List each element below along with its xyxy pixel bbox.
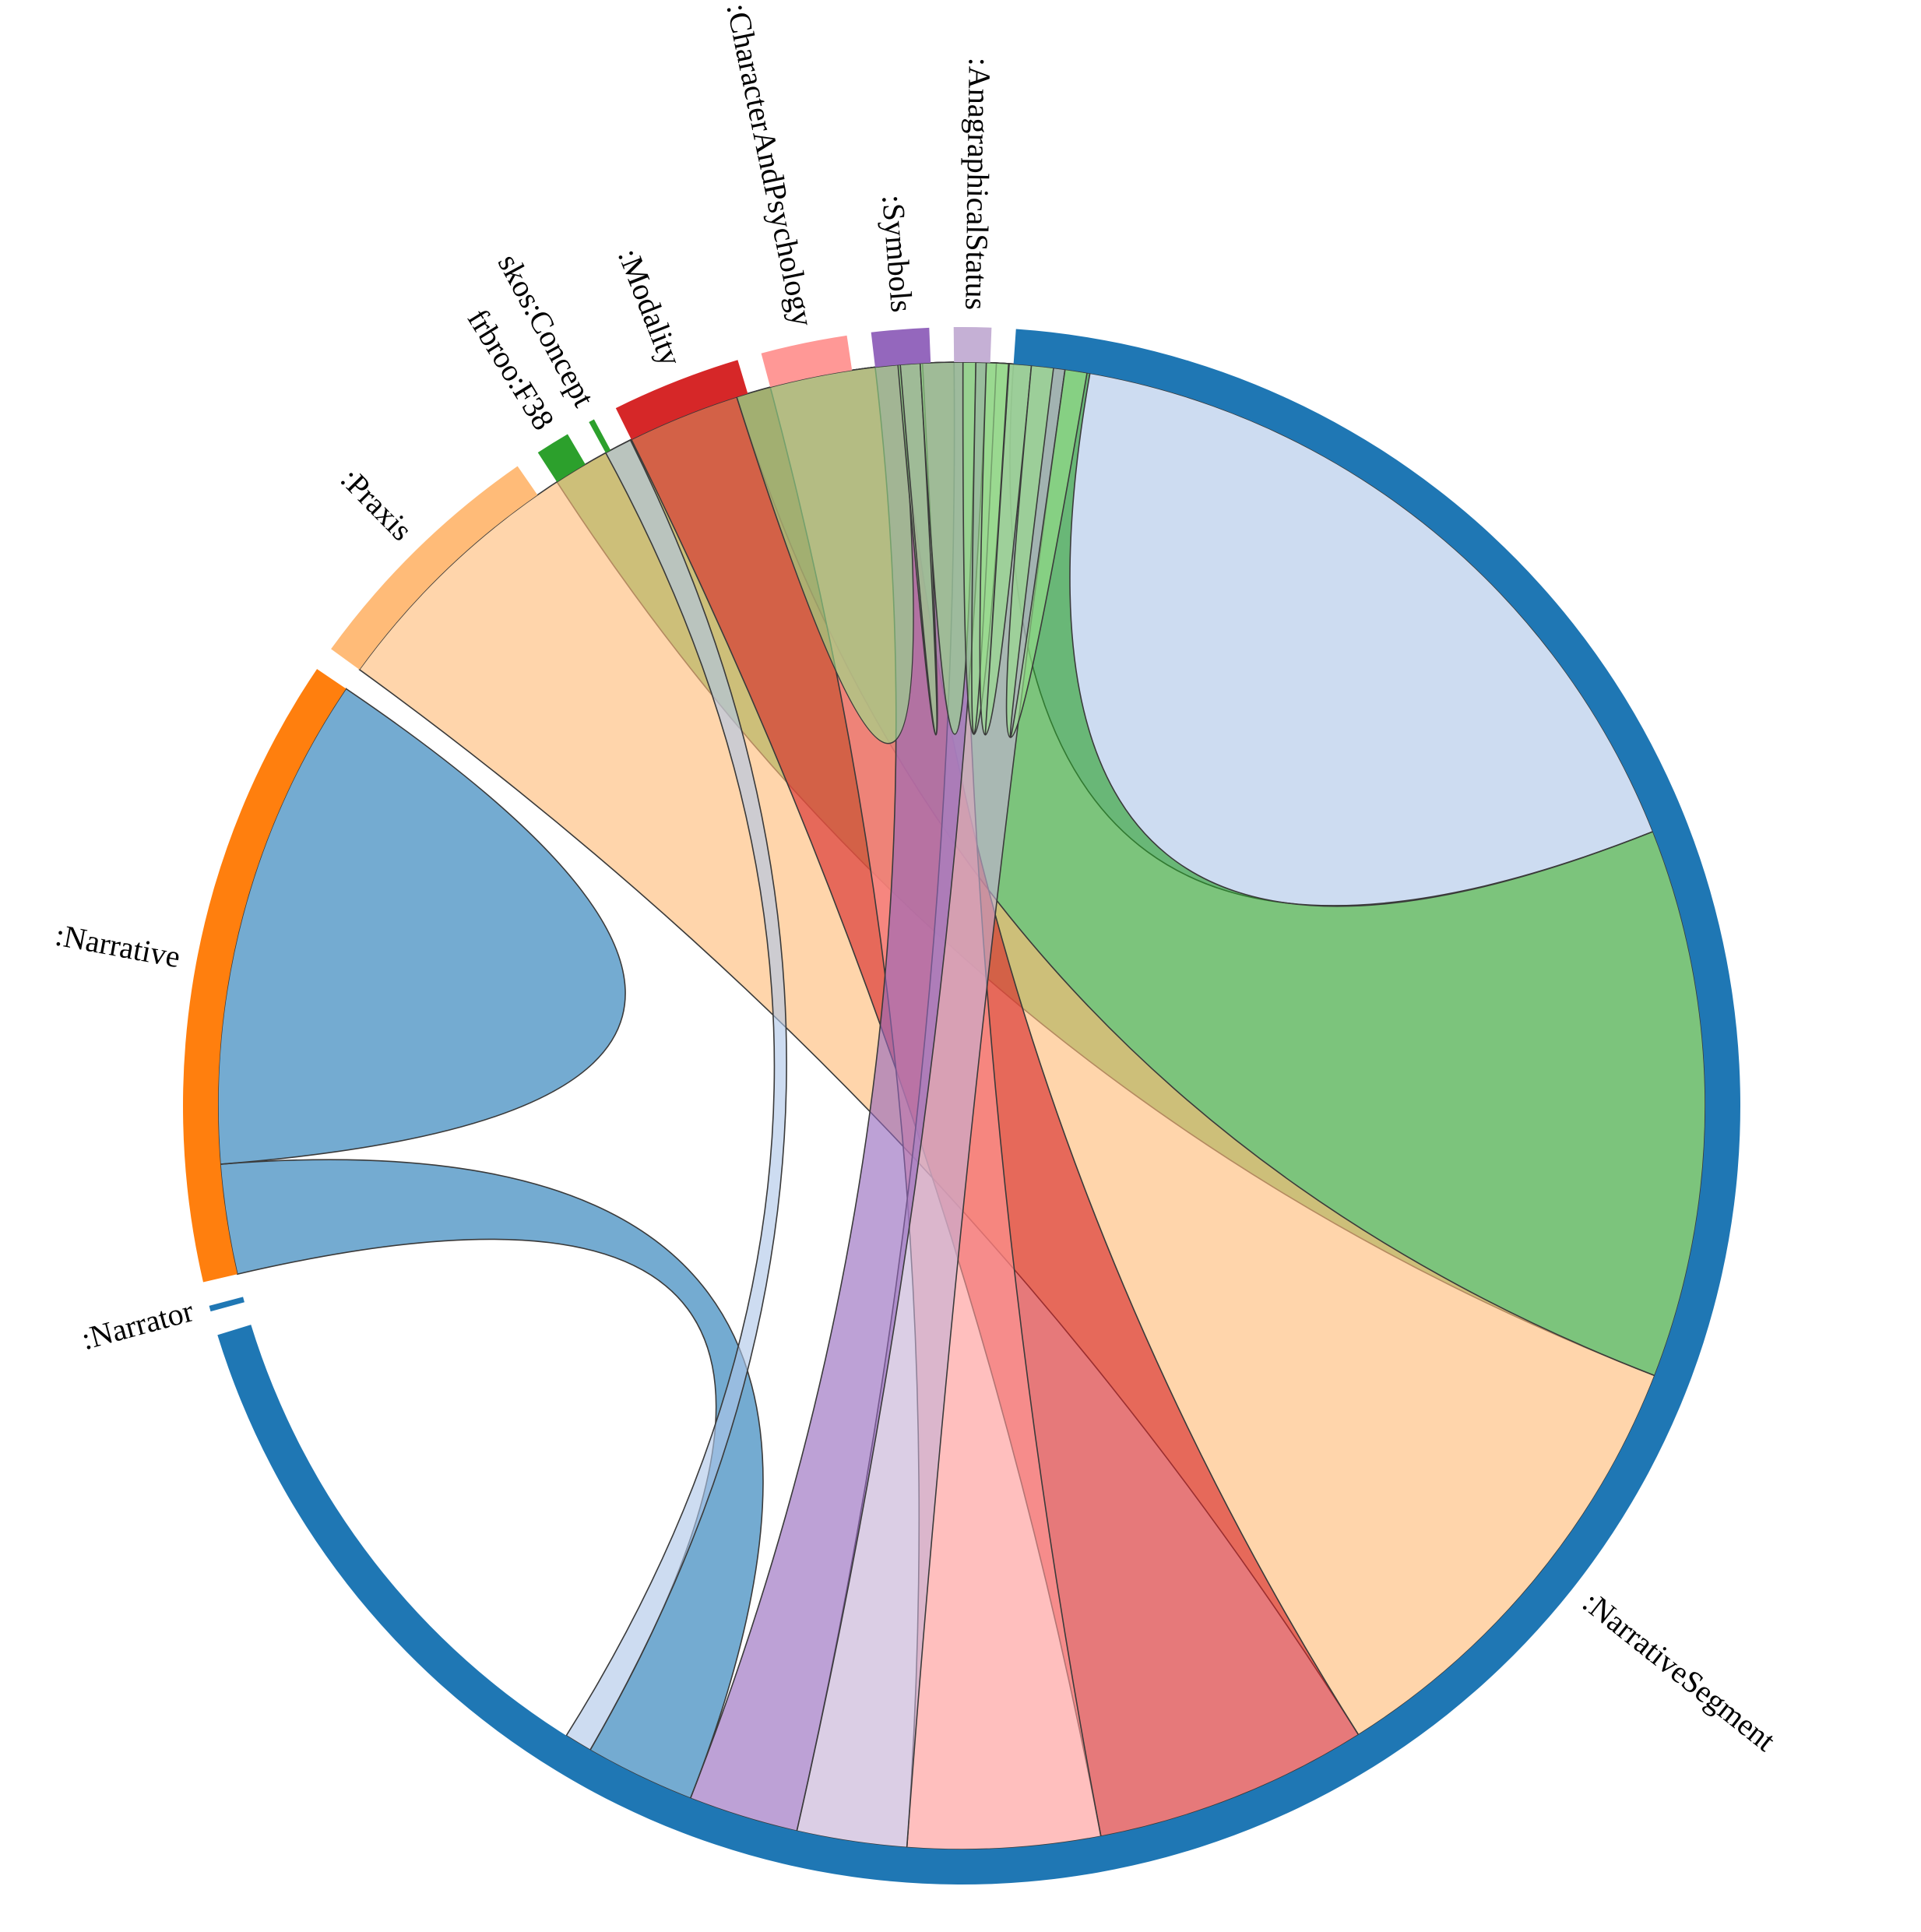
- chord-ribbon-symbols-to-modality[interactable]: [979, 361, 1033, 736]
- group-arc-layer: [182, 326, 1740, 1885]
- group-label-modality: :Modality: [611, 244, 689, 371]
- group-label-narrative: :Narrative: [52, 917, 183, 975]
- group-label-anagraphicalstatus: :AnagraphicalStatus: [959, 58, 997, 311]
- group-label-symbols: :Symbols: [875, 193, 920, 313]
- group-arc-narrator[interactable]: [209, 1297, 245, 1312]
- chord-ribbon-anagraphicalstatus-to-modality[interactable]: [1005, 364, 1088, 738]
- ribbon-layer: [217, 361, 1706, 1850]
- group-arc-skos-concept[interactable]: [589, 419, 611, 453]
- group-arc-praxis[interactable]: [331, 466, 538, 670]
- chord-ribbon-praxis-to-praxis[interactable]: [736, 364, 914, 744]
- group-arc-narrative[interactable]: [182, 669, 347, 1283]
- group-label-praxis: :Praxis: [334, 461, 420, 547]
- group-arc-anagraphicalstatus[interactable]: [953, 326, 992, 363]
- group-label-characterandpsychology: :CharacterAndPsychology: [719, 0, 821, 329]
- group-arc-symbols[interactable]: [871, 327, 931, 368]
- group-arc-frbroo-f38[interactable]: [537, 434, 586, 482]
- group-label-narrator: :Narrator: [78, 1293, 197, 1357]
- group-arc-modality[interactable]: [615, 360, 748, 440]
- group-arc-characterandpsychology[interactable]: [761, 335, 853, 388]
- group-label-narrativesegment: :NarrativeSegment: [1576, 1584, 1782, 1758]
